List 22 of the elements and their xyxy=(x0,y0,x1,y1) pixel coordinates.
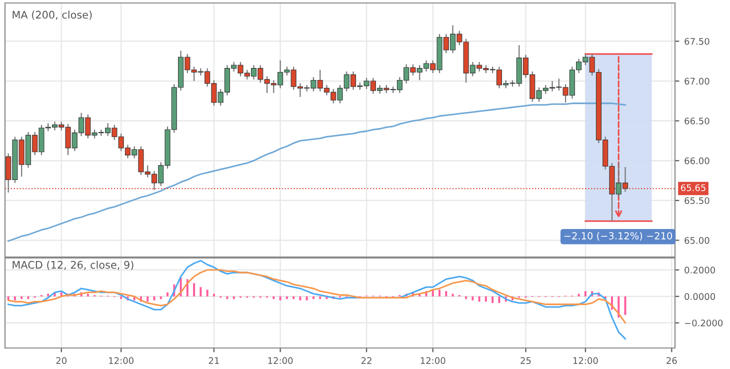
x-tick-label: 22 xyxy=(361,357,372,364)
x-tick-label: 25 xyxy=(520,357,531,364)
x-tick-label: 12:00 xyxy=(109,357,134,364)
y-tick-label: 67.50 xyxy=(684,38,710,45)
y-tick-label: 67.00 xyxy=(684,78,710,85)
annotation: −2.10 (−3.12%) −210 xyxy=(564,232,672,241)
y-tick-label: 66.50 xyxy=(684,118,710,124)
y-tick-label: 65.50 xyxy=(684,197,710,204)
text: MA (200, close) xyxy=(12,10,92,20)
y-tick-label: 0.2000 xyxy=(684,266,716,274)
x-tick-label: 21 xyxy=(208,357,219,364)
x-tick-label: 26 xyxy=(666,357,677,364)
y-tick-label: −0.2000 xyxy=(684,320,723,326)
x-tick-label: 12:00 xyxy=(420,357,446,364)
ref-line-label: 65.65 xyxy=(680,184,706,192)
x-tick-label: 20 xyxy=(56,357,67,364)
chart-title: MACD (12, 26, close, 9) xyxy=(12,260,134,270)
y-tick-label: 66.00 xyxy=(684,157,710,164)
x-tick-label: 12:00 xyxy=(268,357,293,364)
y-tick-label: 65.00 xyxy=(684,237,710,244)
x-tick-label: 12:00 xyxy=(573,357,598,364)
y-tick-label: 0.0000 xyxy=(684,293,716,300)
